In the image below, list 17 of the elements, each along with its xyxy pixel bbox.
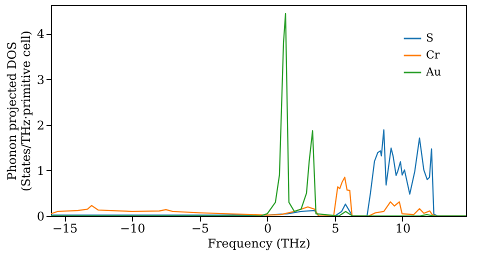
x-tick-label: 10 [395, 222, 411, 236]
legend-label: Cr [426, 48, 440, 62]
legend-label: Au [425, 66, 442, 78]
x-axis-title: Frequency (THz) [208, 236, 310, 250]
y-tick-label: 4 [36, 27, 45, 42]
x-tick-label: 0 [264, 222, 272, 236]
y-tick-label: 0 [36, 210, 44, 224]
y-axis-title: Phonon projected DOS (States/THz·primitive cell) [4, 30, 33, 192]
y-tick-label: 1 [36, 164, 44, 178]
x-tick-label: −5 [191, 222, 210, 236]
y-tick-label: 2 [36, 118, 44, 132]
x-tick-label: 5 [332, 222, 340, 236]
legend-label: S [426, 32, 434, 44]
line-series [51, 13, 466, 216]
x-tick-label: −15 [52, 222, 78, 236]
x-tick-label: −10 [120, 222, 146, 236]
y-tick-label: 3 [36, 72, 44, 87]
